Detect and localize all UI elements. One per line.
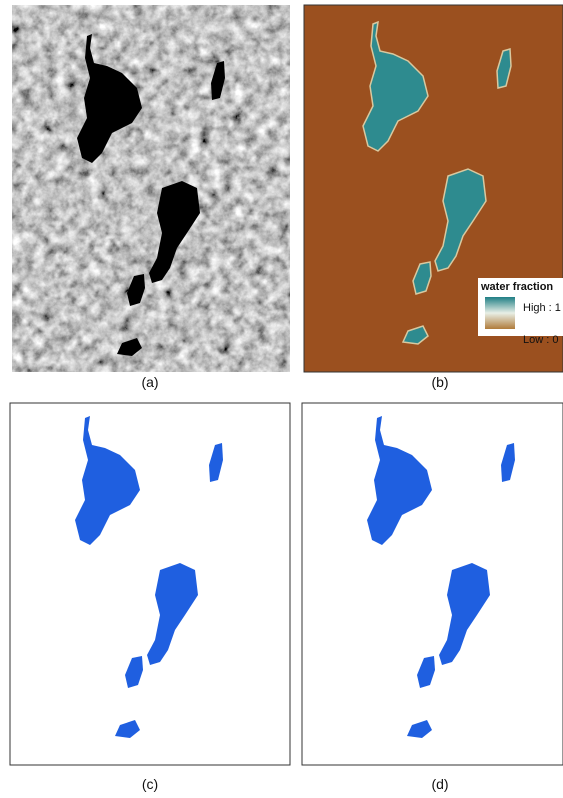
figure: (a) water fraction High : 1 Low : 0 (b) … xyxy=(0,0,563,798)
panel-label: (c) xyxy=(142,776,158,792)
panel-label: (a) xyxy=(141,374,158,390)
legend-title: water fraction xyxy=(480,281,553,293)
panel-label: (d) xyxy=(431,776,448,792)
legend-ramp xyxy=(485,297,515,329)
map-frame xyxy=(10,403,290,765)
panel-c: (c) xyxy=(10,403,290,792)
panel-d: (d) xyxy=(302,403,563,792)
legend: water fraction High : 1 Low : 0 xyxy=(478,278,563,346)
panel-b: water fraction High : 1 Low : 0 (b) xyxy=(304,5,563,390)
legend-high: High : 1 xyxy=(523,302,561,314)
panel-a: (a) xyxy=(12,5,290,390)
panel-label: (b) xyxy=(431,374,448,390)
legend-low: Low : 0 xyxy=(523,334,558,346)
map-frame xyxy=(302,403,563,765)
satellite-image xyxy=(12,5,290,372)
